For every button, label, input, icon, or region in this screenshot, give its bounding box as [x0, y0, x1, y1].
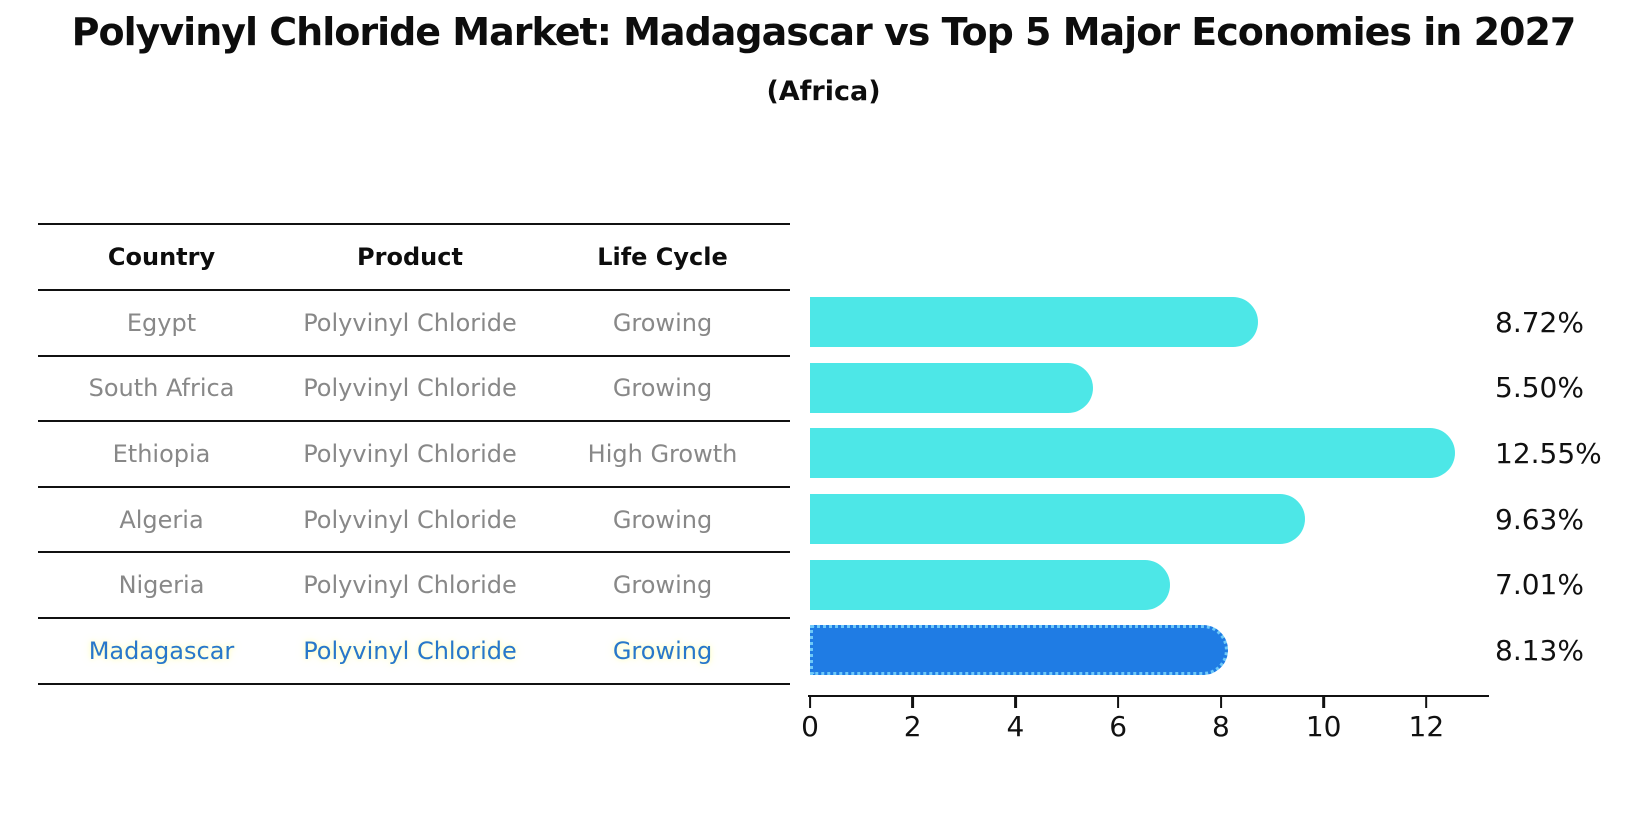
value-label-ethiopia: 12.55% [1495, 436, 1602, 470]
chart-subtitle: (Africa) [766, 76, 881, 107]
cell-country: Nigeria [118, 571, 205, 600]
tick-mark [1322, 697, 1325, 708]
column-header-life-cycle: Life Cycle [597, 243, 728, 271]
bar-row [810, 355, 1510, 421]
cell-product: Polyvinyl Chloride [303, 636, 517, 665]
country-table: Country Product Life Cycle Egypt Polyvin… [38, 223, 790, 685]
tick-label: 10 [1305, 710, 1342, 743]
tick-label: 2 [903, 710, 922, 743]
value-label-egypt: 8.72% [1495, 305, 1584, 339]
bar-chart-plot-area [810, 290, 1510, 684]
tick-mark [1425, 697, 1428, 708]
bar-row [810, 617, 1510, 683]
chart-title: Polyvinyl Chloride Market: Madagascar vs… [71, 10, 1577, 54]
value-label-south-africa: 5.50% [1495, 371, 1584, 405]
table-row-egypt: Egypt Polyvinyl Chloride Growing [38, 291, 790, 357]
tick-label: 12 [1408, 710, 1445, 743]
bar-nigeria [810, 559, 1171, 610]
x-axis-tick: 10 [1305, 697, 1342, 743]
value-label-nigeria: 7.01% [1495, 568, 1584, 602]
cell-life-cycle: Growing [612, 308, 713, 337]
tick-label: 4 [1006, 710, 1025, 743]
column-header-product: Product [357, 243, 463, 271]
x-axis-ticks: 0 2 4 6 8 10 12 [801, 697, 1490, 757]
value-label-column: 8.72% 5.50% 12.55% 9.63% 7.01% 8.13% [1495, 290, 1602, 684]
x-axis-tick: 6 [1109, 697, 1127, 743]
cell-product: Polyvinyl Chloride [303, 439, 517, 468]
bar-row [810, 290, 1510, 356]
x-axis-tick: 0 [801, 697, 819, 743]
table-row-south-africa: South Africa Polyvinyl Chloride Growing [38, 357, 790, 423]
table-row-algeria: Algeria Polyvinyl Chloride Growing [38, 488, 790, 554]
x-axis-tick: 2 [904, 697, 922, 743]
x-axis-tick: 12 [1408, 697, 1445, 743]
bar-row [810, 421, 1510, 487]
cell-country: Algeria [119, 505, 204, 534]
x-axis-tick: 8 [1212, 697, 1230, 743]
table-row-madagascar-highlighted: Madagascar Polyvinyl Chloride Growing [38, 619, 790, 685]
value-label-algeria: 9.63% [1495, 502, 1584, 536]
table-row-ethiopia: Ethiopia Polyvinyl Chloride High Growth [38, 422, 790, 488]
bar-madagascar-highlighted [810, 625, 1228, 676]
cell-product: Polyvinyl Chloride [303, 374, 517, 403]
bar-ethiopia [810, 428, 1455, 479]
cell-country: Madagascar [88, 636, 235, 665]
cell-product: Polyvinyl Chloride [303, 571, 517, 600]
table-row-nigeria: Nigeria Polyvinyl Chloride Growing [38, 553, 790, 619]
tick-mark [1219, 697, 1223, 708]
table-header-row: Country Product Life Cycle [38, 225, 790, 291]
tick-mark [911, 697, 914, 708]
tick-label: 0 [801, 710, 819, 743]
cell-country: South Africa [88, 374, 235, 403]
x-axis-tick: 4 [1006, 697, 1025, 743]
cell-life-cycle: Growing [612, 571, 713, 600]
tick-label: 8 [1212, 710, 1230, 743]
tick-mark [1014, 697, 1017, 708]
tick-mark [1116, 697, 1120, 708]
bar-south-africa [810, 362, 1093, 413]
bar-egypt [810, 297, 1258, 348]
x-axis-line [808, 694, 1489, 697]
cell-product: Polyvinyl Chloride [303, 505, 517, 534]
column-header-country: Country [107, 243, 216, 271]
cell-life-cycle: Growing [612, 636, 713, 665]
value-label-madagascar: 8.13% [1495, 633, 1584, 667]
cell-product: Polyvinyl Chloride [303, 308, 517, 337]
bar-row [810, 552, 1510, 618]
cell-life-cycle: High Growth [587, 439, 738, 468]
cell-life-cycle: Growing [612, 374, 713, 403]
bar-algeria [810, 494, 1305, 545]
tick-label: 6 [1109, 710, 1128, 743]
cell-country: Ethiopia [112, 439, 211, 468]
cell-country: Egypt [126, 308, 197, 337]
cell-life-cycle: Growing [612, 505, 713, 534]
tick-mark [808, 697, 812, 708]
bar-row [810, 486, 1510, 552]
